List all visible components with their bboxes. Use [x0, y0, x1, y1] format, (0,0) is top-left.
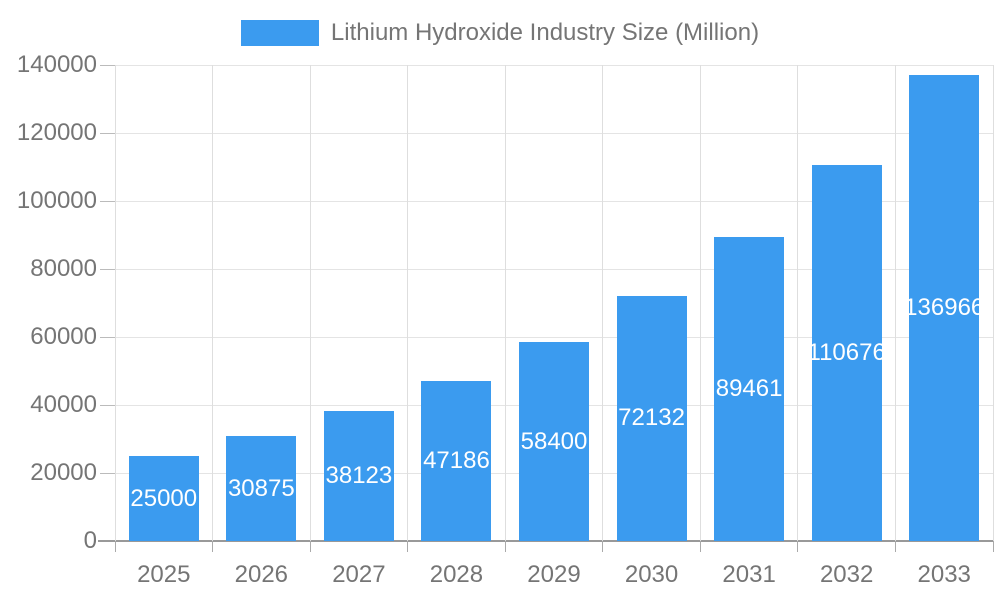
- bar-value-label: 89461: [715, 374, 783, 402]
- bar-value-label: 30875: [227, 474, 295, 502]
- y-tick: [100, 472, 115, 474]
- x-gridline: [309, 65, 311, 541]
- legend-series-label: Lithium Hydroxide Industry Size (Million…: [330, 19, 760, 46]
- bar-2029[interactable]: [519, 342, 589, 541]
- y-tick: [100, 200, 115, 202]
- y-tick: [100, 132, 115, 134]
- x-tick: [309, 541, 311, 552]
- y-axis-label: 20000: [30, 459, 97, 486]
- x-gridline: [114, 65, 116, 541]
- x-gridline: [992, 65, 994, 541]
- x-tick: [699, 541, 701, 552]
- bar-2026[interactable]: [226, 436, 297, 541]
- bar-2031[interactable]: [714, 236, 785, 541]
- y-axis-label: 40000: [30, 391, 97, 418]
- x-axis-label: 2026: [234, 561, 289, 588]
- y-tick: [100, 404, 115, 406]
- x-axis-label: 2028: [429, 561, 484, 588]
- y-gridline: [115, 200, 993, 202]
- x-gridline: [894, 65, 896, 541]
- x-gridline: [504, 65, 506, 541]
- y-axis-label: 60000: [30, 323, 97, 350]
- x-tick: [114, 541, 116, 552]
- x-tick: [992, 541, 994, 552]
- y-axis-label: 120000: [16, 119, 97, 146]
- bar-2030[interactable]: [616, 295, 687, 541]
- x-axis-label: 2027: [332, 561, 386, 588]
- x-axis-label: 2030: [624, 561, 679, 588]
- bar-value-label: 110676: [807, 338, 886, 366]
- y-axis-label: 0: [83, 527, 97, 554]
- bar-value-label: 72132: [618, 404, 685, 432]
- bar-value-label: 58400: [520, 427, 588, 455]
- y-tick: [100, 268, 115, 270]
- y-gridline: [115, 336, 993, 338]
- bar-value-label: 136966: [904, 294, 985, 322]
- x-tick: [797, 541, 799, 552]
- x-axis-label: 2029: [527, 561, 581, 588]
- y-tick: [100, 64, 115, 66]
- x-axis-baseline: [98, 540, 993, 542]
- chart-legend[interactable]: Lithium Hydroxide Industry Size (Million…: [0, 20, 1000, 46]
- x-tick: [894, 541, 896, 552]
- x-gridline: [602, 65, 604, 541]
- x-tick: [407, 541, 409, 552]
- bar-2028[interactable]: [421, 380, 492, 541]
- x-tick: [504, 541, 506, 552]
- legend-color-swatch: [240, 20, 319, 46]
- bar-2033[interactable]: [909, 75, 980, 541]
- y-gridline: [115, 268, 993, 270]
- bar-2027[interactable]: [323, 411, 394, 541]
- bar-2032[interactable]: [811, 164, 882, 541]
- x-axis-label: 2032: [819, 561, 874, 588]
- bar-value-label: 25000: [130, 484, 198, 512]
- x-axis-label: 2033: [917, 561, 971, 588]
- bar-value-label: 38123: [325, 462, 393, 490]
- x-tick: [212, 541, 214, 552]
- y-axis-label: 100000: [16, 187, 97, 214]
- x-gridline: [797, 65, 799, 541]
- y-gridline: [115, 132, 993, 134]
- y-axis-label: 80000: [30, 255, 97, 282]
- x-gridline: [699, 65, 701, 541]
- x-axis-label: 2025: [137, 561, 191, 588]
- y-tick: [100, 336, 115, 338]
- x-gridline: [212, 65, 214, 541]
- y-axis-label: 140000: [16, 51, 97, 78]
- x-tick: [602, 541, 604, 552]
- x-axis-label: 2031: [722, 561, 776, 588]
- x-gridline: [407, 65, 409, 541]
- y-gridline: [115, 64, 993, 66]
- bar-2025[interactable]: [128, 456, 199, 541]
- bar-value-label: 47186: [423, 446, 490, 474]
